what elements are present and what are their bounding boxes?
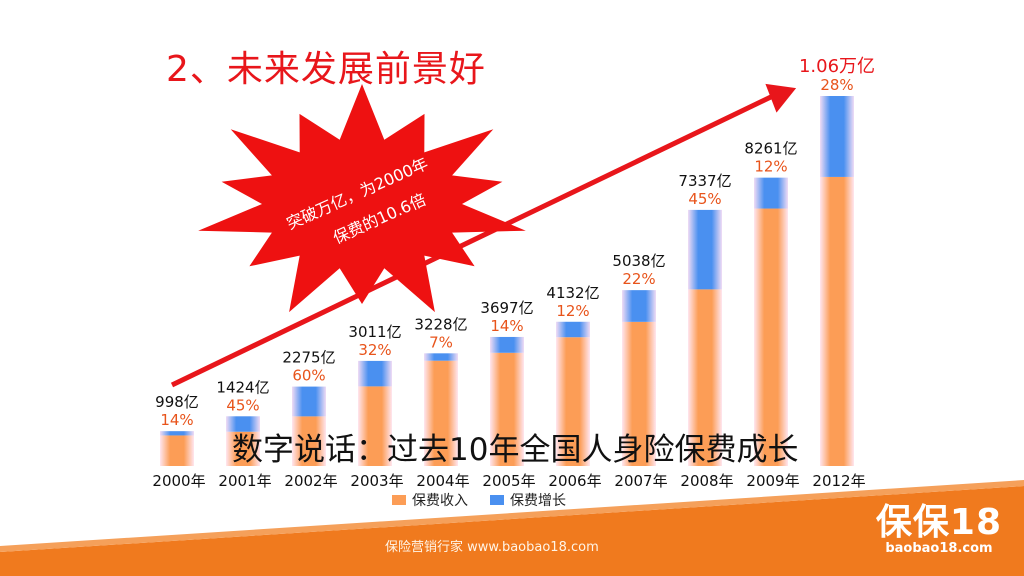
growth-label-1: 45% [226, 396, 259, 414]
bar-growth-3 [358, 360, 392, 387]
bar-income-10 [820, 176, 854, 466]
legend-item-income: 保费收入 [392, 490, 468, 510]
category-label-1: 2001年 [218, 472, 271, 490]
value-label-4: 3228亿 [414, 315, 467, 333]
value-label-5: 3697亿 [480, 299, 533, 317]
value-label-7: 5038亿 [612, 252, 665, 270]
bar-income-0 [160, 435, 194, 466]
bar-growth-2 [292, 386, 326, 417]
value-label-0: 998亿 [155, 393, 199, 411]
bar-growth-0 [160, 431, 194, 436]
category-label-9: 2009年 [746, 472, 799, 490]
logo-main: 保保18 [875, 502, 1002, 543]
growth-label-2: 60% [292, 367, 325, 385]
legend-label-growth: 保费增长 [510, 493, 566, 509]
category-label-3: 2003年 [350, 472, 403, 490]
category-label-6: 2006年 [548, 472, 601, 490]
bar-income-5 [490, 352, 524, 466]
value-label-2: 2275亿 [282, 349, 335, 367]
bar-growth-1 [226, 416, 260, 432]
bar-growth-4 [424, 353, 458, 361]
bar-growth-6 [556, 321, 590, 338]
brand-logo: 保保18 baobao18.com [876, 504, 1002, 556]
growth-label-9: 12% [754, 158, 787, 176]
starburst-shape [198, 84, 526, 313]
trend-arrow-head [765, 83, 797, 113]
bar-growth-8 [688, 209, 722, 290]
growth-label-5: 14% [490, 317, 523, 335]
category-label-4: 2004年 [416, 472, 469, 490]
footer-slogan: 保险营销行家 www.baobao18.com [385, 540, 599, 555]
legend-swatch-income [392, 495, 406, 505]
bar-growth-5 [490, 336, 524, 353]
bar-income-3 [358, 386, 392, 466]
value-label-6: 4132亿 [546, 284, 599, 302]
logo-sub: baobao18.com [885, 541, 993, 556]
bar-income-2 [292, 416, 326, 466]
legend-label-income: 保费收入 [412, 493, 468, 509]
growth-label-6: 12% [556, 302, 589, 320]
value-label-3: 3011亿 [348, 323, 401, 341]
growth-label-7: 22% [622, 270, 655, 288]
legend-swatch-growth [490, 495, 504, 505]
category-label-10: 2012年 [812, 472, 865, 490]
trend-arrow-line [170, 92, 777, 388]
bar-growth-10 [820, 96, 854, 177]
bar-income-9 [754, 208, 788, 466]
growth-label-10: 28% [820, 76, 853, 94]
bar-income-1 [226, 431, 260, 466]
chart-legend: 保费收入 保费增长 [392, 490, 588, 510]
growth-label-0: 14% [160, 411, 193, 429]
category-label-7: 2007年 [614, 472, 667, 490]
growth-label-4: 7% [429, 333, 453, 351]
bar-growth-7 [622, 290, 656, 322]
chart-caption: 数字说话：过去10年全国人身险保费成长 [232, 432, 799, 468]
category-label-8: 2008年 [680, 472, 733, 490]
bar-growth-9 [754, 177, 788, 209]
bar-income-6 [556, 337, 590, 466]
growth-label-3: 32% [358, 341, 391, 359]
bar-income-4 [424, 360, 458, 466]
category-label-0: 2000年 [152, 472, 205, 490]
value-label-10: 1.06万亿 [799, 56, 875, 77]
value-label-9: 8261亿 [744, 140, 797, 158]
growth-label-8: 45% [688, 190, 721, 208]
value-label-8: 7337亿 [678, 172, 731, 190]
page-title: 2、未来发展前景好 [166, 49, 486, 90]
category-label-2: 2002年 [284, 472, 337, 490]
bar-income-8 [688, 289, 722, 466]
legend-item-growth: 保费增长 [490, 490, 566, 510]
category-label-5: 2005年 [482, 472, 535, 490]
value-label-1: 1424亿 [216, 378, 269, 396]
bar-income-7 [622, 321, 656, 466]
